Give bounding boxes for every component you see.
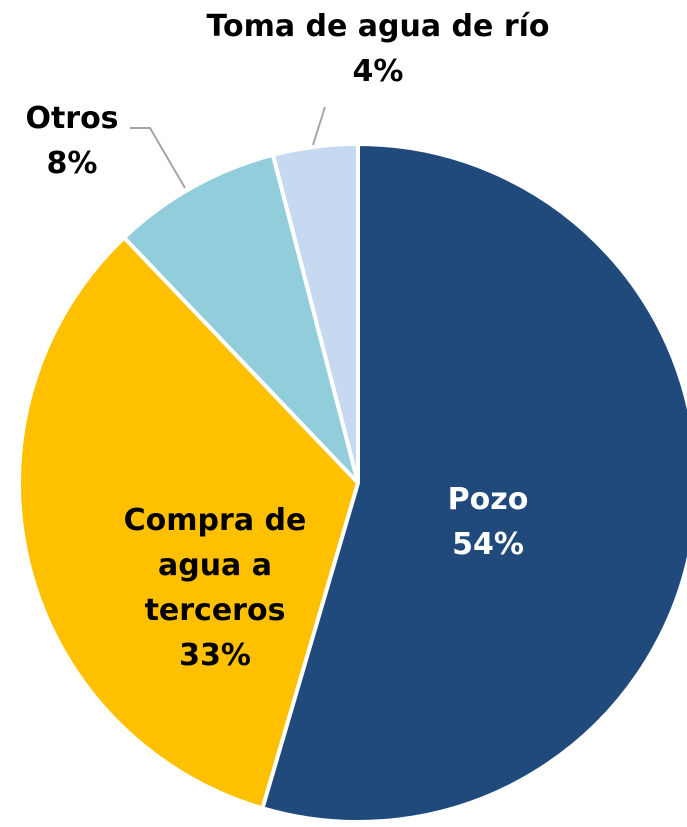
slice-label: Otros 8% <box>2 96 142 186</box>
pie-slice <box>17 235 360 811</box>
category-label: Compra de agua a terceros <box>123 503 307 628</box>
value-label: 54% <box>452 527 524 562</box>
slice-label: Compra de agua a terceros 33% <box>100 498 330 678</box>
value-label: 4% <box>352 54 404 89</box>
slice-label: Toma de agua de río 4% <box>148 4 608 94</box>
category-label: Otros <box>25 101 119 136</box>
leader-line <box>312 106 326 146</box>
leader-line <box>130 127 186 189</box>
pie-slice <box>260 142 687 824</box>
category-label: Toma de agua de río <box>206 9 550 44</box>
value-label: 8% <box>46 146 98 181</box>
category-label: Pozo <box>447 482 529 517</box>
value-label: 33% <box>179 638 251 673</box>
slice-label: Pozo 54% <box>388 477 588 567</box>
pie-slice <box>122 152 360 485</box>
